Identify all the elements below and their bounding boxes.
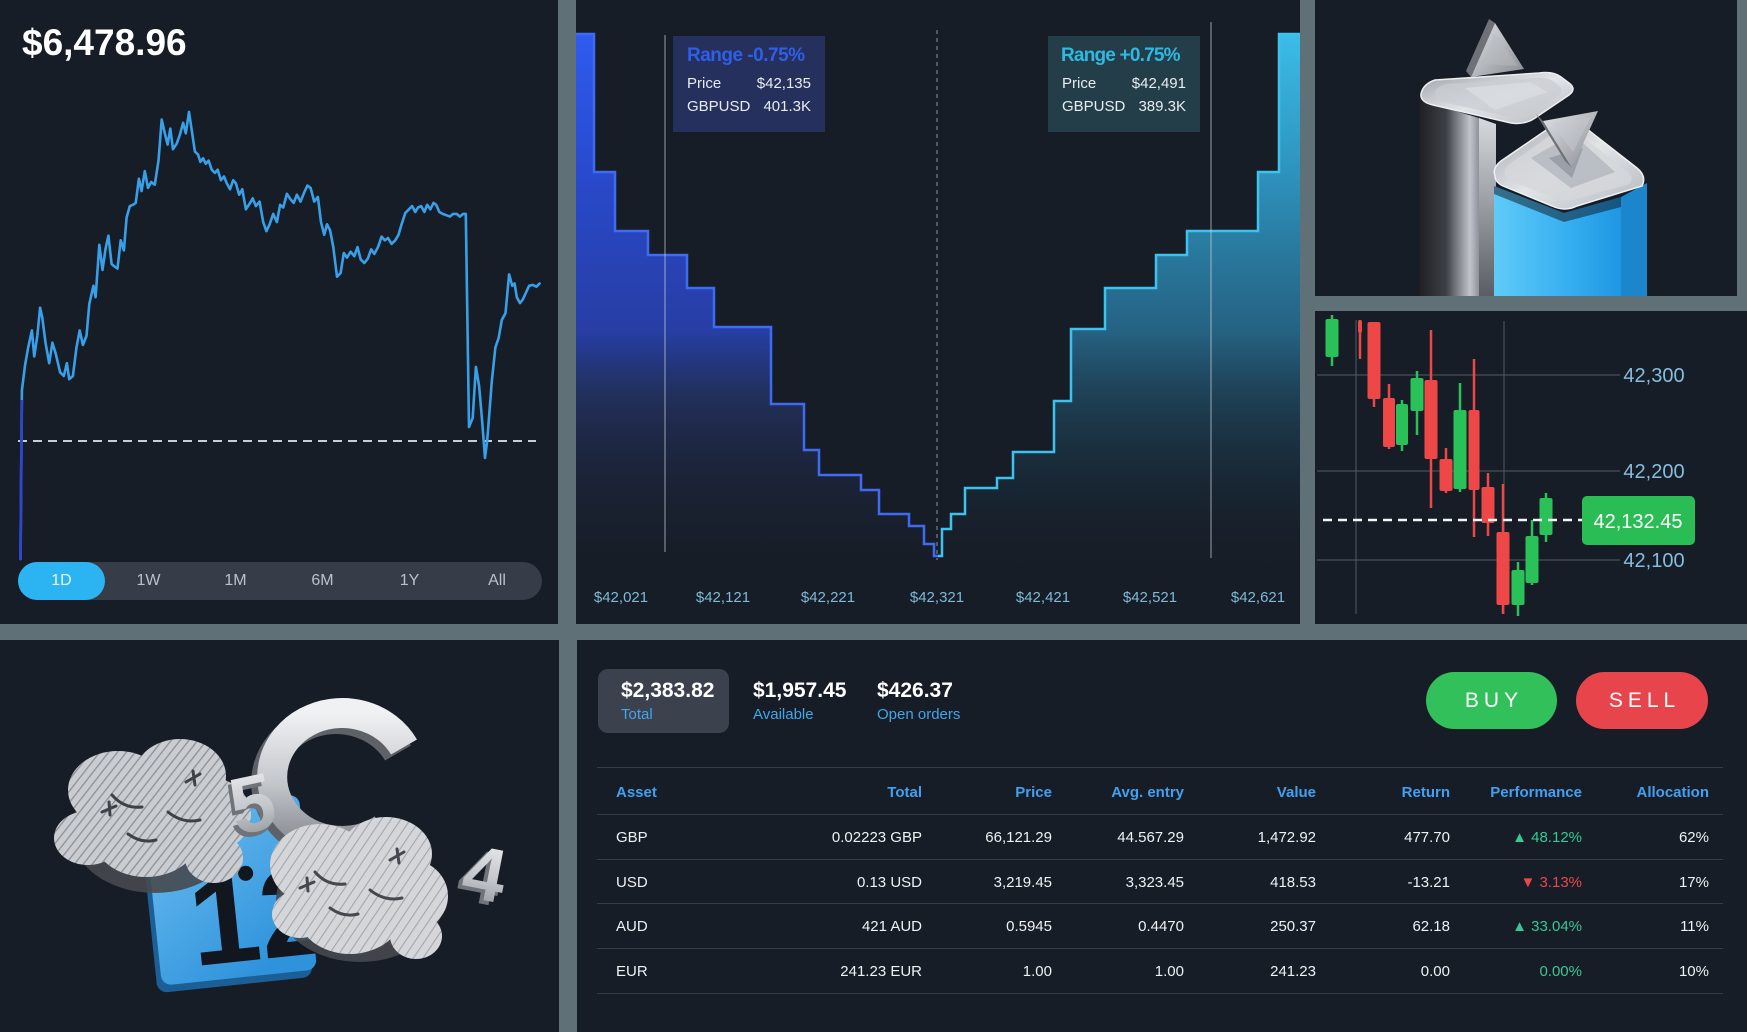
svg-text:42,100: 42,100 — [1623, 550, 1684, 572]
svg-text:42,300: 42,300 — [1623, 365, 1684, 387]
svg-text:42,200: 42,200 — [1623, 461, 1684, 483]
svg-text:42,132.45: 42,132.45 — [1594, 511, 1683, 533]
